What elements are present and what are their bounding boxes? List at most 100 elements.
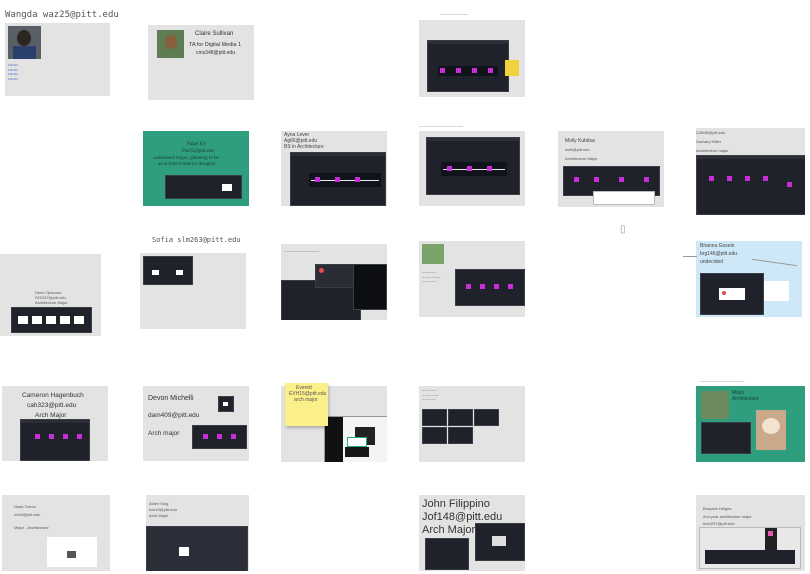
screenshot xyxy=(146,526,248,571)
arch-label: Architecture xyxy=(732,396,759,402)
john-major: Arch Major xyxy=(422,524,476,536)
sticky-name: Everett xyxy=(296,385,312,391)
cartoon-image xyxy=(505,60,519,76)
popup-dialog xyxy=(315,264,354,288)
sticky-major: arch major xyxy=(294,397,318,403)
dialog-caption: ~~~~~~~~~~~~~~~ xyxy=(284,249,320,254)
cameron-major: Arch Major xyxy=(35,412,67,419)
ayna-major: BS in Architecture xyxy=(284,144,324,150)
screenshot xyxy=(700,273,764,315)
card-john[interactable]: John Filippino Jof148@pitt.edu Arch Majo… xyxy=(419,495,525,571)
screenshot xyxy=(20,419,90,461)
sofia-label: Sofia slm263@pitt.edu xyxy=(152,236,241,244)
photo xyxy=(422,244,444,264)
card-ayna[interactable]: Ayna Lever Ag66@pitt.edu BS in Architect… xyxy=(281,131,387,206)
screenshot xyxy=(425,538,469,570)
card-brianna[interactable]: Brianna Gosein brg146@pitt.edu undecided xyxy=(696,241,802,317)
screenshot xyxy=(699,527,801,569)
card-dialog[interactable]: ~~~~~~~~~~~~~~~ xyxy=(281,244,387,320)
paige-email: Pae23@pitt.edu xyxy=(182,149,214,154)
screenshot xyxy=(696,155,805,215)
card-demi[interactable]: Demi Ojesuma DOO37@pitt.edu Architecture… xyxy=(0,254,101,336)
demi-major: Architecture Major xyxy=(35,300,68,305)
screenshot xyxy=(422,427,447,444)
cyndal-caption: ~~~~~~ ~~~~~~~~ ~~~~~~ xyxy=(422,270,441,285)
manga-image xyxy=(324,416,387,462)
white-panel xyxy=(47,537,97,567)
cameron-email: cah323@pitt.edu xyxy=(27,402,77,409)
molly-major: Architecture Major xyxy=(565,156,598,161)
grid-caption: ~~~~~~ ~~~~~~~ ~~~~~~ xyxy=(422,388,439,403)
cameron-name: Cameron Hagenbuch xyxy=(22,392,84,399)
card-claire[interactable]: Claire Sullivan TA for Digital Media 1 c… xyxy=(148,25,254,100)
white-panel xyxy=(593,191,655,205)
top-caption: ~~~~~~~~~~~~ xyxy=(440,12,469,17)
screenshot xyxy=(11,307,92,333)
screenshot xyxy=(165,175,242,199)
screenshot xyxy=(426,137,520,195)
screenshot xyxy=(218,396,234,412)
card-noah[interactable]: Noah Torres nrt44@pitt.edu Major - Archi… xyxy=(2,495,110,571)
avatar xyxy=(157,30,184,58)
drawing-caption: ~~~~~~~~~~~~~~~~~~~ xyxy=(419,124,464,129)
devon-major: Arch major xyxy=(148,430,180,437)
john-email: Jof148@pitt.edu xyxy=(422,511,503,523)
screenshot xyxy=(290,152,386,206)
card-sofia[interactable] xyxy=(140,253,246,329)
card-wangda[interactable]: ••••••• ••••••• ••••••• ••••••• xyxy=(5,23,110,96)
ayna-email: Ag66@pitt.edu xyxy=(284,138,318,144)
paige-name: Paige Ely xyxy=(187,142,207,147)
zach-email: ZJM38@pitt.edu xyxy=(696,130,726,135)
sticky-email: EVH15@pitt.edu xyxy=(289,391,327,397)
screenshot xyxy=(448,409,473,426)
screenshot xyxy=(475,523,525,561)
card-devon[interactable]: Devon Michelli dam409@pitt.edu Arch majo… xyxy=(143,386,249,461)
card-cameron[interactable]: Cameron Hagenbuch cah323@pitt.edu Arch M… xyxy=(2,386,108,461)
claire-role: TA for Digital Media 1 xyxy=(189,42,242,48)
zach-name: Zachary Miller xyxy=(696,139,722,144)
claire-name: Claire Sullivan xyxy=(195,31,234,37)
card-grid-screens[interactable]: ~~~~~~ ~~~~~~~ ~~~~~~ xyxy=(419,386,525,462)
sticky-note[interactable]: Everett EVH15@pitt.edu arch major xyxy=(285,383,328,426)
card-zachary[interactable]: ZJM38@pitt.edu Zachary Miller Architectu… xyxy=(696,128,805,215)
card-drawing[interactable] xyxy=(419,131,525,206)
brianna-major: undecided xyxy=(700,259,724,265)
card-braydon[interactable]: Braydon Helges 2nd year architecture maj… xyxy=(696,495,805,571)
screenshot xyxy=(353,264,387,310)
connector-line xyxy=(683,256,697,257)
screenshot xyxy=(427,40,509,92)
john-name: John Filippino xyxy=(422,498,490,510)
card-cat[interactable]: Major Architecture xyxy=(696,386,805,462)
screenshot xyxy=(474,409,499,426)
screenshot xyxy=(192,425,247,449)
devon-name: Devon Michelli xyxy=(148,395,194,402)
paige-line3: undeclared major, planning to be xyxy=(153,156,219,161)
brianna-email: brg146@pitt.edu xyxy=(700,251,738,257)
braydon-email: bmh207@pitt.edu xyxy=(703,521,735,526)
screenshot xyxy=(448,427,473,444)
screenshot xyxy=(455,269,525,306)
cursor-marker: ▯ xyxy=(620,224,626,235)
card-cyndal[interactable]: ~~~~~~ ~~~~~~~~ ~~~~~~ xyxy=(419,241,525,317)
paige-line4: an architect/interior designer xyxy=(158,162,216,167)
card-aiden[interactable]: Aiden King hck18@pitt.edu Arch Major xyxy=(146,495,249,571)
molly-email: mek@pitt.edu xyxy=(565,147,590,152)
noah-email: nrt44@pitt.edu xyxy=(14,512,41,517)
demi-name: Demi Ojesuma xyxy=(35,290,62,295)
aiden-major: Arch Major xyxy=(149,513,169,518)
wangda-label: Wangda waz25@pitt.edu xyxy=(5,10,119,20)
braydon-major: 2nd year architecture major xyxy=(703,514,752,519)
devon-email: dam409@pitt.edu xyxy=(148,412,200,419)
card-paige[interactable]: Paige Ely Pae23@pitt.edu undeclared majo… xyxy=(143,131,249,206)
demi-email: DOO37@pitt.edu xyxy=(35,295,66,300)
card-molly[interactable]: Molly Kubitsa mek@pitt.edu Architecture … xyxy=(558,131,664,207)
major-label: Major xyxy=(732,390,745,396)
bullet-list: ••••••• ••••••• ••••••• ••••••• xyxy=(8,62,18,81)
cat-caption: ~~~~~~~~~~~~~~~~~~~ xyxy=(700,379,745,384)
zach-major: Architecture major xyxy=(696,148,729,153)
avatar xyxy=(8,26,41,59)
card-top-center[interactable] xyxy=(419,20,525,97)
claire-email: cms348@pitt.edu xyxy=(196,50,235,56)
braydon-name: Braydon Helges xyxy=(703,506,732,511)
noah-name: Noah Torres xyxy=(14,504,36,509)
